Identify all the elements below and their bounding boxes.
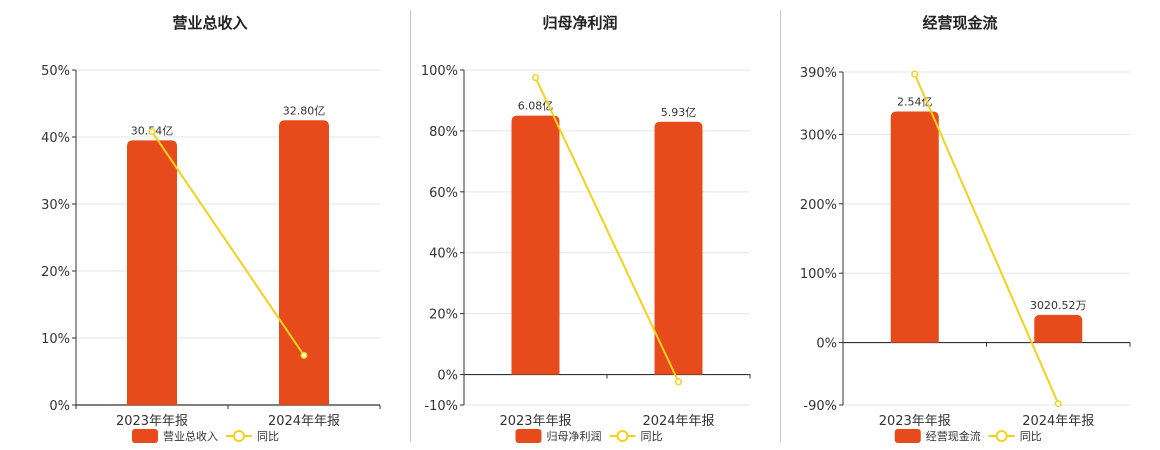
bar-data-label: 2.54亿 [897, 96, 933, 109]
yoy-line [151, 131, 305, 356]
x-category-label: 2023年年报 [499, 414, 571, 429]
yoy-point [911, 70, 919, 78]
chart-title: 营业总收入 [172, 14, 247, 32]
yoy-point [674, 378, 683, 386]
yoy-line [913, 73, 1060, 405]
x-category-label: 2024年年报 [268, 414, 340, 429]
y-tick-label: 0% [816, 337, 837, 352]
x-category-label: 2023年年报 [116, 414, 188, 429]
bar [511, 115, 560, 375]
chart-title: 经营现金流 [922, 14, 997, 32]
bar-data-label: 3020.52万 [1030, 299, 1087, 312]
divider-1 [410, 10, 411, 442]
bar-data-label: 32.80亿 [283, 104, 326, 117]
y-tick-label: 0% [49, 399, 70, 414]
yoy-line [534, 77, 680, 383]
bar-data-label: 6.08亿 [518, 100, 554, 113]
y-tick-label: 40% [41, 131, 70, 146]
y-tick-label: 100% [800, 267, 837, 282]
bar [1034, 314, 1083, 343]
y-tick-label: 50% [41, 64, 70, 79]
y-tick-label: 390% [800, 66, 837, 81]
yoy-point [531, 74, 540, 82]
chart-cashflow: 经营现金流 -90% 0% 100% 200% 300% 390% 2.54亿 3020.52万… [800, 14, 1131, 443]
legend-label-bar: 营业总收入 [163, 429, 218, 443]
panel-cashflow: 经营现金流 -90% 0% 100% 200% 300% 390% 2.54亿 3020.52万… [780, 0, 1160, 450]
panel-revenue: 营业总收入0%10%20%30%40%50%30.54亿32.80亿2023年年… [0, 0, 400, 450]
bar [279, 120, 329, 405]
y-tick-label: 80% [429, 125, 458, 140]
bar-data-label: 5.93亿 [661, 106, 697, 119]
bar [654, 121, 703, 375]
bar [890, 111, 939, 343]
y-tick-label: 200% [800, 198, 837, 213]
yoy-point [148, 128, 156, 136]
y-tick-label: 300% [800, 128, 837, 143]
y-tick-label: 10% [41, 332, 70, 347]
chart-revenue: 营业总收入0%10%20%30%40%50%30.54亿32.80亿2023年年… [41, 14, 381, 443]
legend-label-line: 同比 [1020, 430, 1042, 443]
legend-swatch-point [616, 430, 629, 442]
yoy-point [1054, 400, 1062, 408]
y-tick-label: 20% [41, 265, 70, 280]
x-category-label: 2024年年报 [642, 414, 714, 429]
legend-label-bar: 归母净利润 [547, 429, 602, 443]
legend-swatch-bar [132, 429, 158, 443]
legend-swatch-bar [515, 429, 542, 443]
x-category-label: 2024年年报 [1022, 414, 1094, 429]
legend-label-bar: 经营现金流 [926, 429, 981, 443]
y-tick-label: 40% [429, 247, 458, 262]
legend-swatch-bar [894, 429, 921, 443]
legend-label-line: 同比 [641, 430, 663, 443]
yoy-point [300, 351, 308, 359]
legend-label-line: 同比 [257, 430, 279, 443]
panel-net-profit: 归母净利润 -10% 0% 20% 40% 60% 80% 100% 6.08亿 5.93亿 202… [400, 0, 780, 450]
bar [127, 140, 177, 405]
legend-swatch-point [995, 430, 1008, 442]
legend-swatch-point [233, 430, 245, 442]
x-category-label: 2023年年报 [879, 414, 951, 429]
chart-net-profit: 归母净利润 -10% 0% 20% 40% 60% 80% 100% 6.08亿 5.93亿 202… [421, 14, 751, 443]
y-tick-label: 60% [429, 186, 458, 201]
y-tick-label: 20% [429, 308, 458, 323]
chart-title: 归母净利润 [542, 14, 617, 32]
divider-2 [780, 10, 781, 442]
y-tick-label: 30% [41, 198, 70, 213]
y-tick-label: -90% [803, 399, 837, 414]
y-tick-label: 0% [437, 369, 458, 384]
y-tick-label: 100% [421, 64, 458, 79]
y-tick-label: -10% [424, 399, 458, 414]
